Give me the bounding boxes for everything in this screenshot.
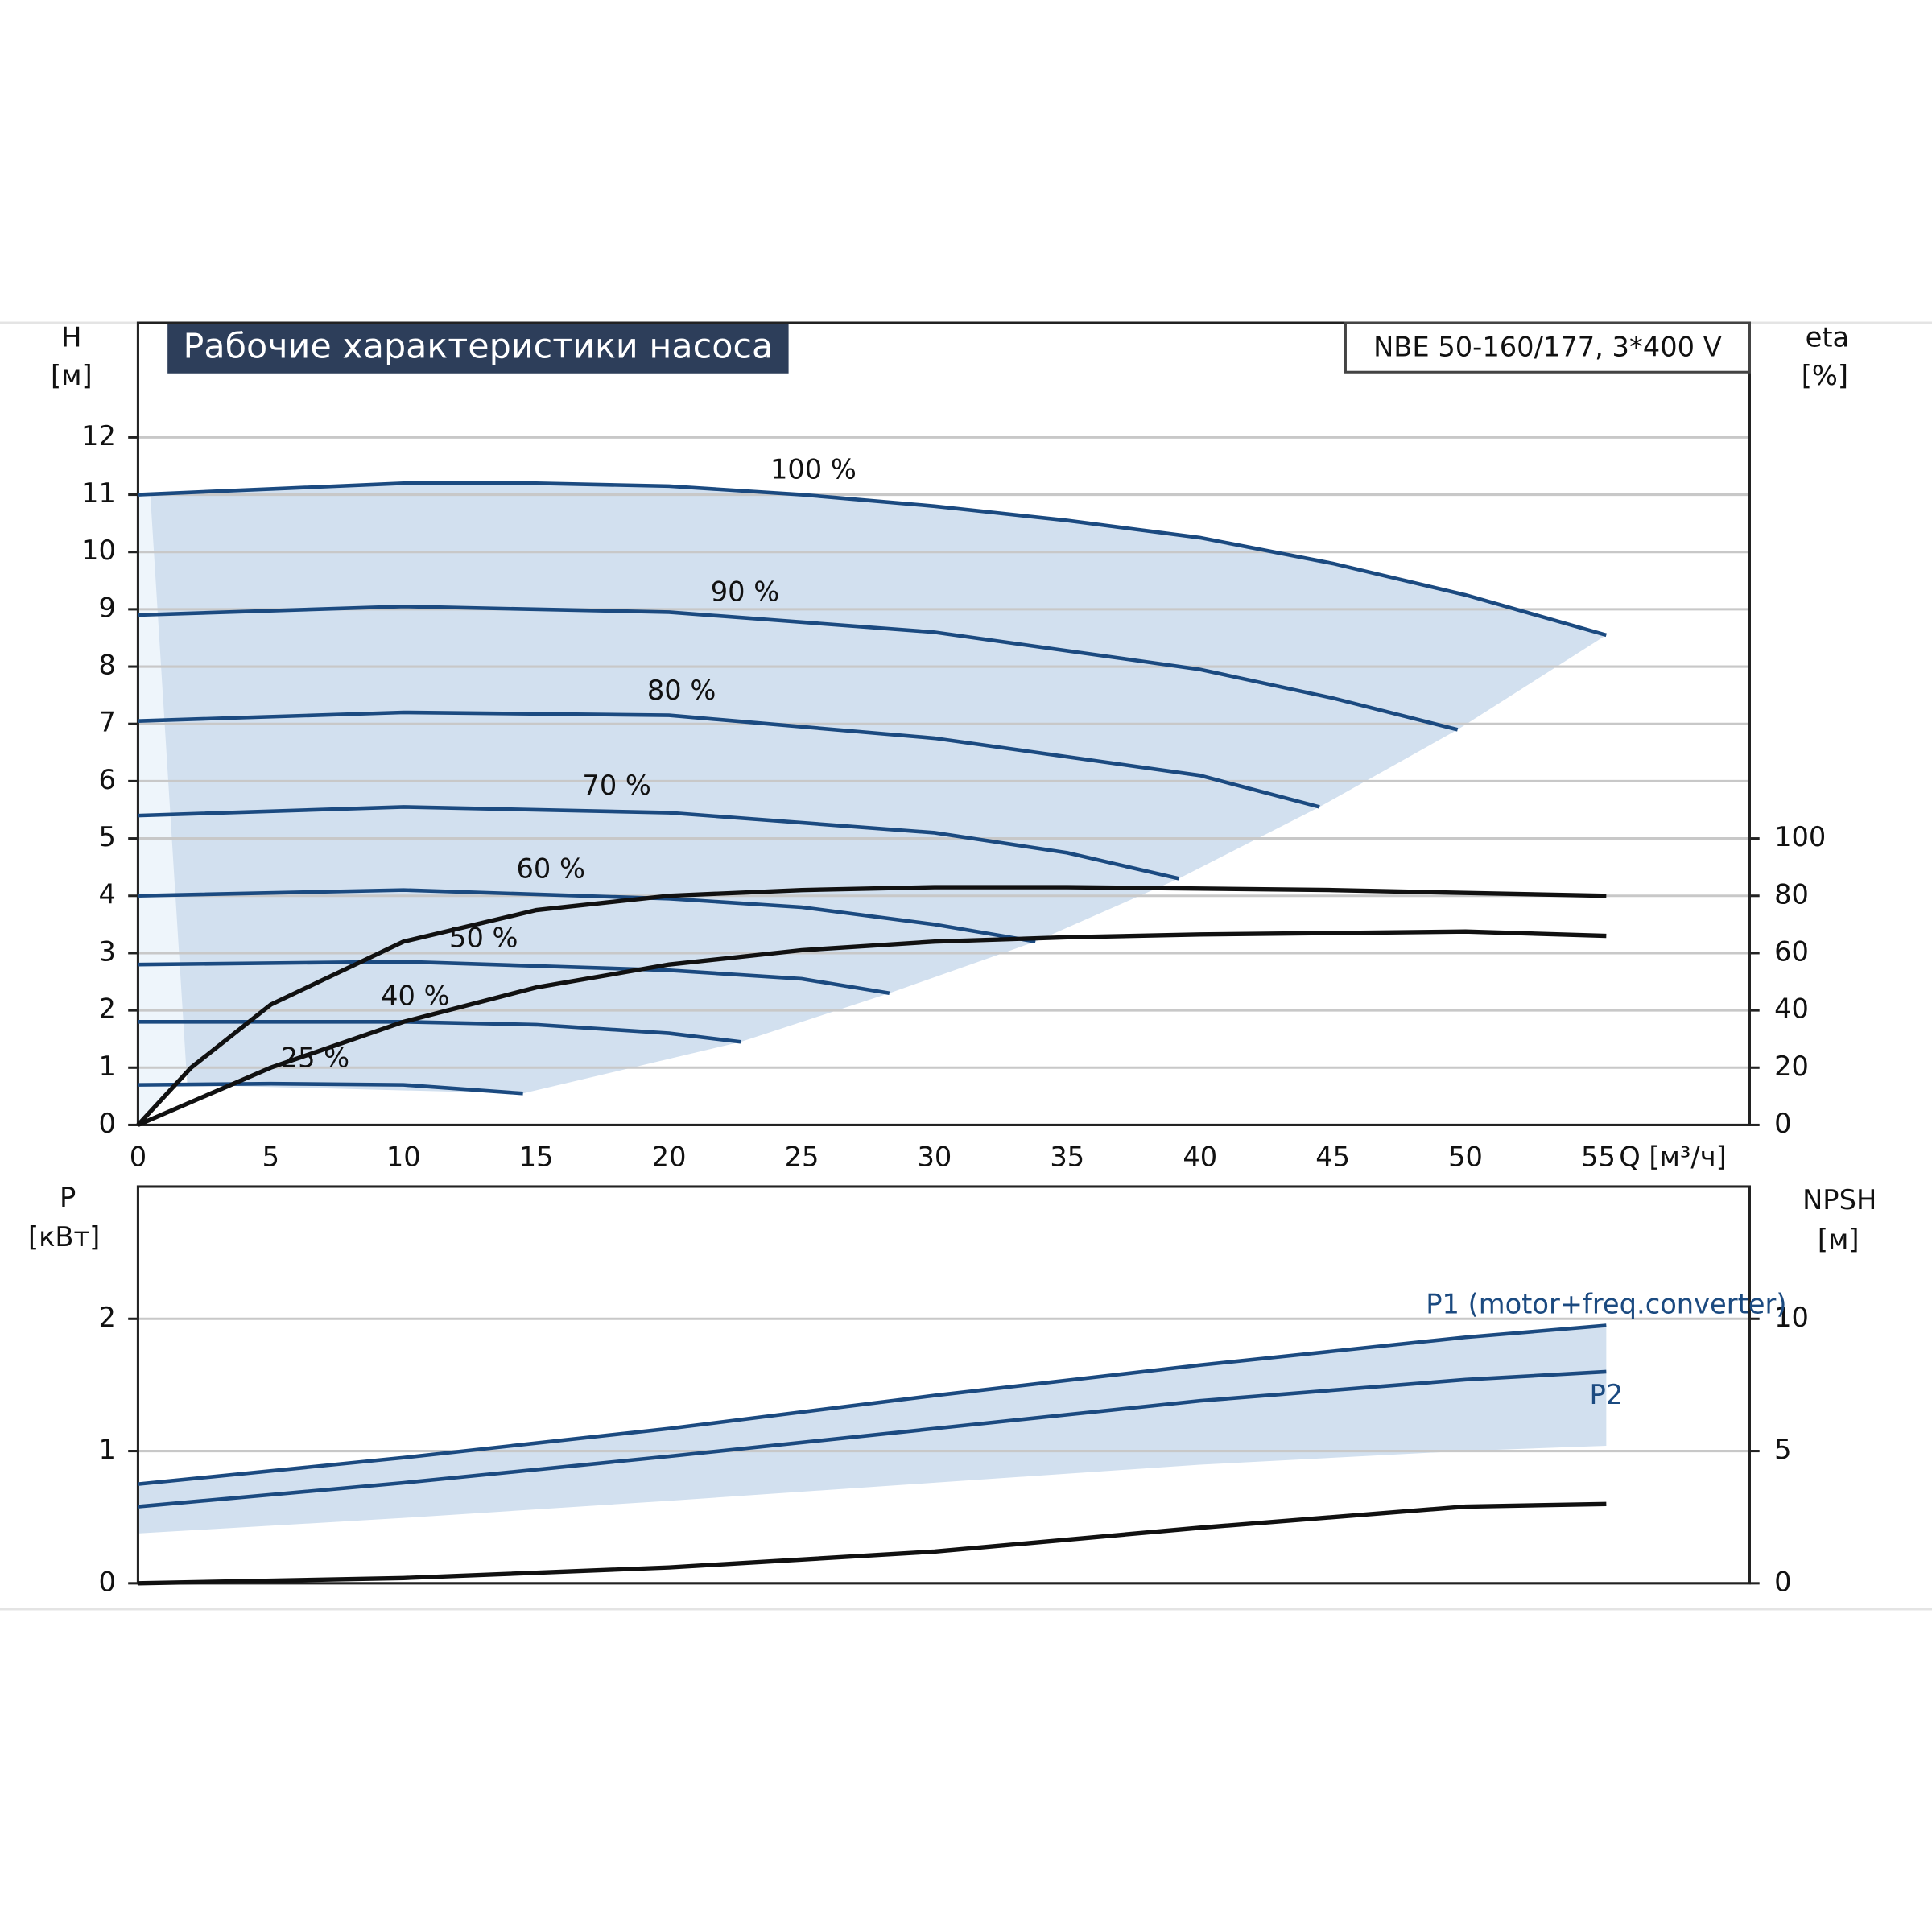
y-tick-label: 8	[98, 650, 115, 681]
y2-axis-label: NPSH	[1802, 1184, 1876, 1216]
y-tick-label: 1	[98, 1051, 115, 1082]
y2-tick-label: 0	[1774, 1108, 1791, 1139]
x-tick-label: 50	[1448, 1141, 1483, 1172]
series-line	[138, 1369, 1607, 1509]
y-tick-label: 2	[98, 993, 115, 1025]
y-tick-label: 10	[81, 535, 116, 566]
x-tick-label: 45	[1315, 1141, 1350, 1172]
y-tick-label: 11	[81, 477, 116, 509]
x-tick-label: 55	[1581, 1141, 1616, 1172]
y-tick-label: 5	[98, 821, 115, 852]
series-line	[138, 710, 1320, 809]
series-label: 90 %	[711, 576, 780, 607]
series-line	[138, 805, 1179, 881]
y-tick-label: 1	[98, 1434, 115, 1465]
series-line	[138, 481, 1607, 638]
grid-layer	[128, 321, 1760, 1585]
series-label: 80 %	[647, 675, 716, 706]
y-axis-label: P	[60, 1182, 76, 1213]
y-tick-label: 9	[98, 592, 115, 623]
y-axis-unit: [кВт]	[28, 1221, 100, 1253]
series-line	[138, 1323, 1607, 1486]
series-line	[138, 1081, 523, 1096]
series-line	[136, 885, 1607, 1127]
y-tick-label: 3	[98, 935, 115, 967]
y2-tick-label: 0	[1774, 1566, 1791, 1597]
y2-axis-label: eta	[1806, 321, 1850, 353]
series-label: P2	[1590, 1379, 1624, 1410]
shade-layer	[138, 483, 1607, 1534]
series-line	[138, 960, 890, 996]
plot-frame	[136, 1185, 1751, 1585]
y-tick-label: 2	[98, 1302, 115, 1333]
y-axis-label: H	[61, 321, 81, 353]
y2-tick-label: 5	[1774, 1434, 1791, 1465]
y-tick-label: 0	[98, 1108, 115, 1139]
chart-title: Рабочие характеристики насоса	[184, 327, 774, 367]
y-tick-label: 12	[81, 420, 116, 452]
model-label: NBE 50-160/177, 3*400 V	[1373, 332, 1722, 363]
series-label: 60 %	[516, 852, 585, 884]
y-tick-label: 6	[98, 764, 115, 795]
y2-tick-label: 20	[1774, 1051, 1809, 1082]
x-tick-label: 35	[1050, 1141, 1084, 1172]
y-tick-label: 7	[98, 707, 115, 738]
series-label: 50 %	[449, 923, 518, 954]
series-label: 40 %	[381, 980, 450, 1012]
y-tick-label: 4	[98, 878, 115, 910]
text-layer: Рабочие характеристики насоса NBE 50-160…	[28, 321, 1876, 1597]
series-label: P1 (motor+freq.converter)	[1426, 1288, 1786, 1319]
y2-axis-unit: [м]	[1818, 1224, 1860, 1255]
y-axis-unit: [м]	[51, 360, 93, 391]
x-tick-label: 5	[262, 1141, 279, 1172]
series-line	[138, 1020, 741, 1044]
y2-tick-label: 80	[1774, 878, 1809, 910]
x-tick-label: 40	[1183, 1141, 1217, 1172]
x-tick-label: 20	[652, 1141, 687, 1172]
x-tick-label: 15	[519, 1141, 554, 1172]
y2-tick-label: 10	[1774, 1302, 1809, 1333]
x-tick-label: 10	[386, 1141, 421, 1172]
lines-layer	[136, 481, 1607, 1586]
series-label: 25 %	[281, 1042, 350, 1074]
y2-tick-label: 100	[1774, 821, 1826, 852]
plot-frame	[136, 321, 1751, 1126]
series-line	[137, 929, 1607, 1127]
x-tick-label: 30	[917, 1141, 952, 1172]
y2-tick-label: 40	[1774, 993, 1809, 1025]
x-tick-label: 25	[785, 1141, 819, 1172]
model-box	[1344, 321, 1751, 374]
y-tick-label: 0	[98, 1566, 115, 1597]
operating-area	[150, 483, 1607, 1094]
operating-area	[138, 1325, 1607, 1534]
x-tick-label: 0	[130, 1141, 147, 1172]
series-line	[138, 1501, 1607, 1586]
x-axis-label: Q [м³/ч]	[1619, 1141, 1727, 1172]
series-label: 70 %	[582, 770, 651, 801]
title-box	[167, 324, 789, 374]
y2-axis-unit: [%]	[1802, 360, 1848, 391]
series-line	[138, 605, 1459, 732]
y2-tick-label: 60	[1774, 935, 1809, 967]
series-label: 100 %	[770, 454, 857, 485]
series-line	[138, 888, 1036, 943]
